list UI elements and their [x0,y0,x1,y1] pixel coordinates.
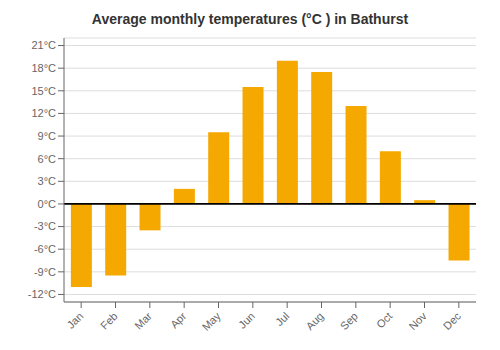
svg-text:Feb: Feb [98,310,120,332]
svg-text:3°C: 3°C [38,175,57,187]
svg-text:May: May [200,309,224,333]
svg-text:15°C: 15°C [31,85,56,97]
svg-text:-9°C: -9°C [34,266,56,278]
svg-text:Jan: Jan [64,310,85,331]
svg-text:0°C: 0°C [38,198,57,210]
svg-text:Mar: Mar [132,310,154,332]
html-text:Average monthly temperatures (: Average monthly temperatures (°C ) in Ba… [91,11,409,27]
svg-text:Dec: Dec [441,309,464,332]
svg-text:Apr: Apr [168,310,189,331]
svg-text:6°C: 6°C [38,153,57,165]
svg-text:Jul: Jul [273,310,291,328]
svg-text:Oct: Oct [374,310,395,331]
svg-text:-12°C: -12°C [28,288,56,300]
svg-text:9°C: 9°C [38,130,57,142]
svg-text:-3°C: -3°C [34,220,56,232]
svg-text:18°C: 18°C [31,62,56,74]
svg-text:-6°C: -6°C [34,243,56,255]
svg-text:Sep: Sep [338,310,360,332]
svg-text:12°C: 12°C [31,107,56,119]
svg-text:Nov: Nov [406,309,429,332]
svg-text:Jun: Jun [236,310,257,331]
svg-text:Aug: Aug [303,310,325,332]
svg-text:21°C: 21°C [31,39,56,51]
